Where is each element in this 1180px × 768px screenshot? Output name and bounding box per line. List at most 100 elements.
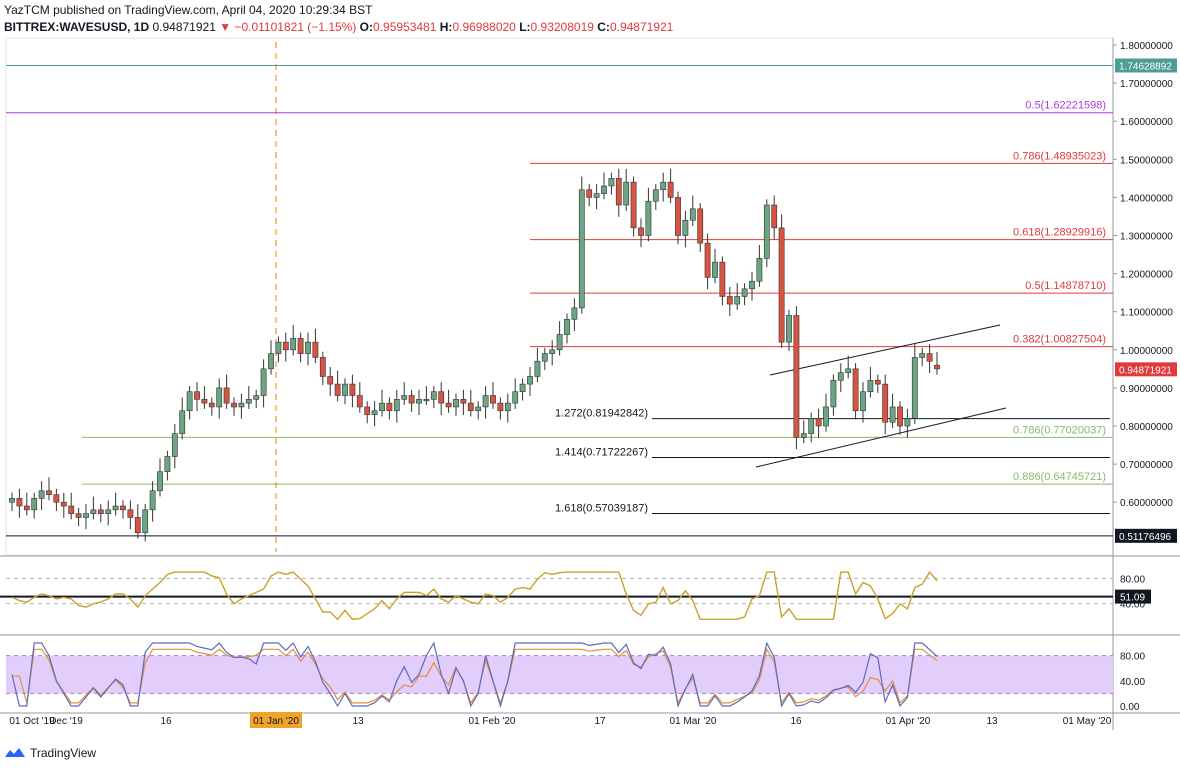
candle-up[interactable] [9, 498, 15, 503]
candle-up[interactable] [601, 185, 607, 194]
candle-up[interactable] [504, 402, 511, 412]
candle-down[interactable] [460, 399, 467, 404]
candle-down[interactable] [934, 364, 940, 370]
candle-up[interactable] [238, 402, 245, 408]
candle-down[interactable] [490, 395, 496, 404]
candle-up[interactable] [541, 353, 548, 362]
candle-up[interactable] [475, 406, 482, 412]
candle-down[interactable] [771, 204, 778, 229]
candle-down[interactable] [726, 296, 733, 305]
candle-up[interactable] [157, 471, 163, 492]
candle-down[interactable] [586, 189, 593, 198]
candle-up[interactable] [734, 296, 741, 305]
candle-down[interactable] [852, 368, 859, 412]
candle-up[interactable] [253, 395, 260, 400]
candle-up[interactable] [660, 181, 667, 191]
candle-up[interactable] [31, 498, 38, 511]
candle-down[interactable] [60, 501, 67, 507]
candle-down[interactable] [926, 353, 933, 362]
candle-down[interactable] [120, 505, 126, 511]
candle-down[interactable] [630, 181, 637, 229]
candle-up[interactable] [911, 357, 918, 419]
candle-up[interactable] [830, 379, 837, 408]
candle-down[interactable] [874, 379, 881, 385]
candle-down[interactable] [815, 418, 822, 427]
candle-up[interactable] [83, 513, 89, 518]
candle-up[interactable] [268, 353, 274, 370]
candle-up[interactable] [689, 208, 696, 221]
candle-up[interactable] [800, 433, 807, 438]
candle-up[interactable] [527, 376, 533, 385]
candle-down[interactable] [127, 509, 134, 518]
candle-up[interactable] [860, 391, 866, 412]
candle-down[interactable] [638, 227, 644, 236]
candle-up[interactable] [275, 341, 282, 354]
candle-down[interactable] [408, 395, 415, 404]
candle-up[interactable] [549, 349, 556, 354]
candle-up[interactable] [401, 395, 408, 400]
candle-up[interactable] [519, 383, 526, 393]
candle-down[interactable] [327, 376, 334, 385]
candle-up[interactable] [623, 181, 630, 206]
candle-up[interactable] [578, 189, 585, 309]
candle-up[interactable] [423, 399, 430, 402]
candle-up[interactable] [593, 193, 600, 198]
candle-down[interactable] [201, 399, 208, 404]
candle-up[interactable] [534, 360, 541, 377]
candle-up[interactable] [867, 379, 874, 393]
candle-up[interactable] [645, 200, 652, 236]
candle-up[interactable] [837, 372, 844, 381]
candle-down[interactable] [231, 402, 237, 408]
candle-down[interactable] [334, 383, 341, 396]
candle-up[interactable] [142, 509, 149, 533]
candle-up[interactable] [179, 410, 186, 434]
candle-down[interactable] [23, 505, 30, 511]
candle-up[interactable] [260, 368, 267, 396]
candle-up[interactable] [430, 391, 437, 400]
candle-up[interactable] [845, 368, 852, 373]
candle-down[interactable] [704, 242, 711, 278]
candle-down[interactable] [778, 227, 785, 343]
candle-down[interactable] [497, 402, 504, 412]
candle-down[interactable] [208, 402, 215, 408]
candle-down[interactable] [312, 341, 319, 358]
symbol-label[interactable]: BITTREX:WAVESUSD, 1D [4, 20, 150, 34]
candle-down[interactable] [75, 513, 82, 518]
candle-down[interactable] [667, 181, 674, 198]
candle-down[interactable] [897, 406, 903, 427]
candle-up[interactable] [112, 505, 119, 511]
candle-up[interactable] [756, 258, 763, 282]
candle-down[interactable] [46, 490, 52, 495]
candle-down[interactable] [615, 178, 622, 206]
candle-up[interactable] [512, 391, 519, 404]
candle-down[interactable] [134, 517, 141, 533]
candle-up[interactable] [416, 399, 422, 404]
candle-up[interactable] [571, 307, 578, 320]
candle-up[interactable] [741, 288, 748, 297]
candle-up[interactable] [90, 509, 97, 514]
candle-up[interactable] [808, 418, 815, 434]
candle-down[interactable] [319, 357, 326, 377]
candle-up[interactable] [164, 456, 171, 473]
candle-down[interactable] [16, 498, 23, 507]
candle-up[interactable] [682, 219, 689, 236]
candle-down[interactable] [223, 387, 230, 404]
candle-up[interactable] [482, 395, 489, 408]
candle-up[interactable] [379, 402, 385, 412]
candle-down[interactable] [297, 338, 304, 354]
candle-down[interactable] [364, 406, 371, 415]
candle-up[interactable] [786, 315, 792, 343]
candle-up[interactable] [749, 280, 755, 290]
candle-down[interactable] [675, 197, 681, 236]
candle-up[interactable] [371, 410, 378, 415]
candle-up[interactable] [763, 204, 770, 259]
candle-up[interactable] [904, 418, 911, 427]
candle-up[interactable] [216, 387, 223, 408]
candle-up[interactable] [290, 338, 297, 351]
candle-down[interactable] [97, 509, 104, 514]
candle-up[interactable] [556, 334, 563, 351]
candle-up[interactable] [38, 490, 45, 499]
candle-down[interactable] [194, 391, 200, 400]
candle-down[interactable] [438, 391, 445, 404]
